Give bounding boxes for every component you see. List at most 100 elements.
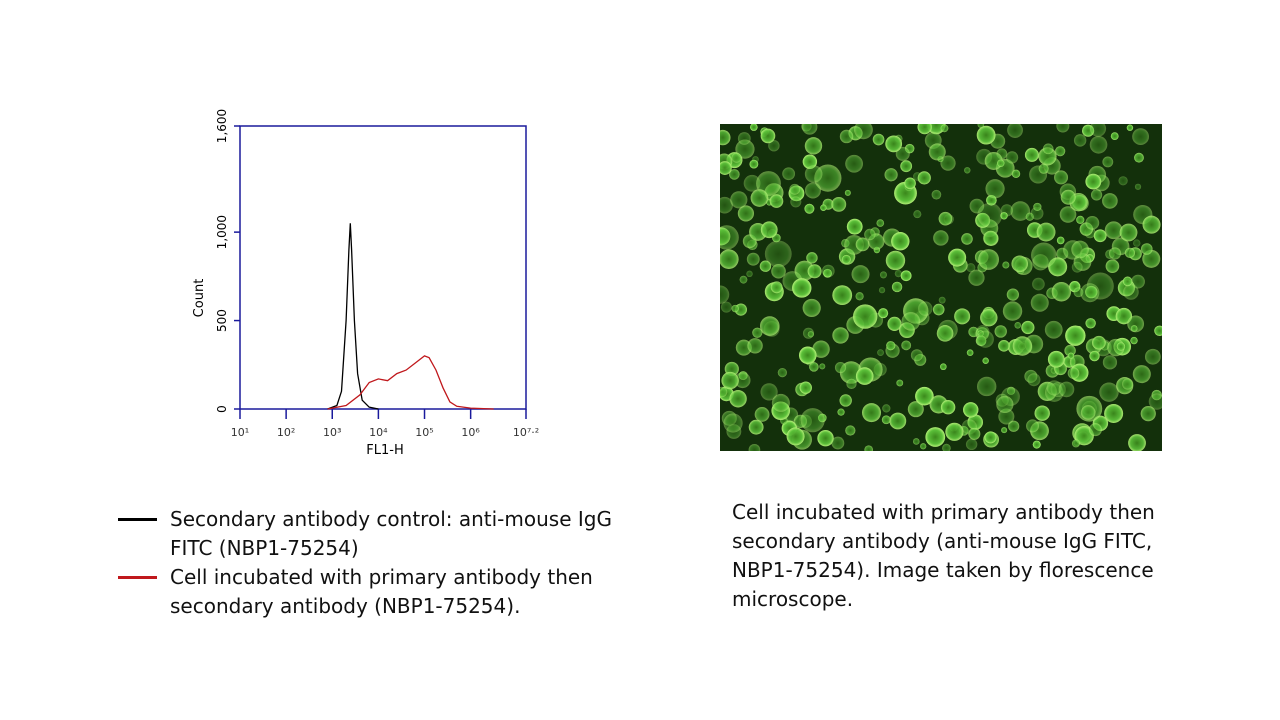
cell: [889, 412, 907, 430]
cell: [759, 260, 772, 272]
cell: [1110, 132, 1119, 141]
legend-label: Cell incubated with primary antibody the…: [170, 565, 593, 618]
cell: [879, 271, 887, 279]
cell: [729, 169, 740, 180]
cell: [721, 371, 739, 390]
cell: [891, 232, 910, 251]
cell: [1124, 247, 1136, 258]
cell: [1011, 255, 1029, 273]
cell: [1085, 215, 1100, 230]
cell: [938, 211, 953, 226]
cell: [729, 390, 747, 408]
cell: [980, 309, 998, 327]
cell: [1030, 206, 1044, 220]
cell: [720, 196, 733, 214]
y-tick-label: 1,000: [215, 215, 229, 249]
cell: [752, 327, 763, 338]
cell: [894, 270, 902, 278]
cell: [720, 129, 731, 146]
cell: [855, 237, 870, 252]
cell: [817, 429, 834, 447]
cell: [1154, 325, 1162, 336]
cell: [976, 376, 997, 397]
cell: [994, 325, 1007, 338]
legend-label: Secondary antibody control: anti-mouse I…: [170, 507, 612, 560]
cell: [891, 281, 903, 293]
cell: [831, 196, 847, 212]
cell: [997, 159, 1005, 167]
cell: [802, 298, 821, 318]
cell: [1001, 427, 1008, 434]
cell: [1055, 146, 1066, 157]
x-tick-label: 10⁷·²: [513, 426, 539, 439]
cell: [844, 189, 851, 196]
cell: [1140, 243, 1153, 255]
cell: [1089, 350, 1100, 362]
cell: [877, 349, 884, 356]
cell: [806, 252, 818, 264]
y-axis-label: Count: [192, 279, 207, 318]
cell: [948, 248, 967, 267]
cell: [760, 383, 778, 401]
cell: [1056, 236, 1065, 245]
x-tick-label: 10²: [277, 426, 295, 439]
cell: [777, 367, 787, 378]
cell: [1131, 274, 1145, 289]
cell: [804, 137, 823, 155]
cell: [1099, 382, 1119, 402]
cell: [900, 270, 912, 282]
cell: [885, 135, 903, 153]
cell: [820, 204, 827, 211]
cell: [1044, 320, 1063, 339]
cell: [832, 285, 853, 306]
cell: [1026, 419, 1040, 433]
cell: [831, 436, 845, 450]
cell: [910, 349, 923, 362]
cell: [731, 304, 739, 313]
cell: [1067, 367, 1080, 379]
cell: [1140, 406, 1156, 422]
cell: [964, 167, 971, 174]
cell: [845, 154, 863, 173]
cell: [819, 363, 826, 370]
cell: [1014, 322, 1022, 329]
cell: [770, 281, 783, 294]
cell: [1032, 277, 1045, 291]
cell: [748, 443, 761, 451]
cell: [1054, 170, 1069, 185]
cell: [884, 168, 898, 182]
y-tick-label: 1,600: [215, 109, 229, 143]
cell: [977, 124, 985, 128]
cell: [1005, 151, 1019, 164]
cell: [917, 124, 932, 135]
cell: [976, 125, 996, 145]
cell: [965, 438, 978, 451]
cell: [1046, 380, 1062, 396]
cell: [1021, 320, 1035, 335]
cell: [812, 340, 830, 358]
cell: [966, 263, 976, 273]
cell: [901, 340, 912, 351]
cell: [804, 165, 823, 183]
cell: [1102, 156, 1114, 168]
cell: [809, 362, 819, 372]
cell: [872, 133, 885, 146]
cell: [963, 402, 979, 418]
cell: [954, 308, 971, 325]
x-axis-label: FL1-H: [366, 443, 403, 458]
cell: [804, 182, 821, 199]
cell: [1060, 189, 1076, 205]
cell: [1034, 405, 1050, 421]
cell: [982, 357, 989, 364]
cell: [1058, 381, 1075, 398]
cell: [1128, 434, 1146, 451]
cell: [886, 341, 896, 351]
cell: [933, 230, 949, 246]
cell: [760, 221, 778, 239]
series-line: [327, 355, 494, 410]
cell: [789, 183, 801, 195]
cell: [769, 194, 784, 208]
cell: [839, 394, 852, 407]
cell: [1000, 212, 1008, 220]
